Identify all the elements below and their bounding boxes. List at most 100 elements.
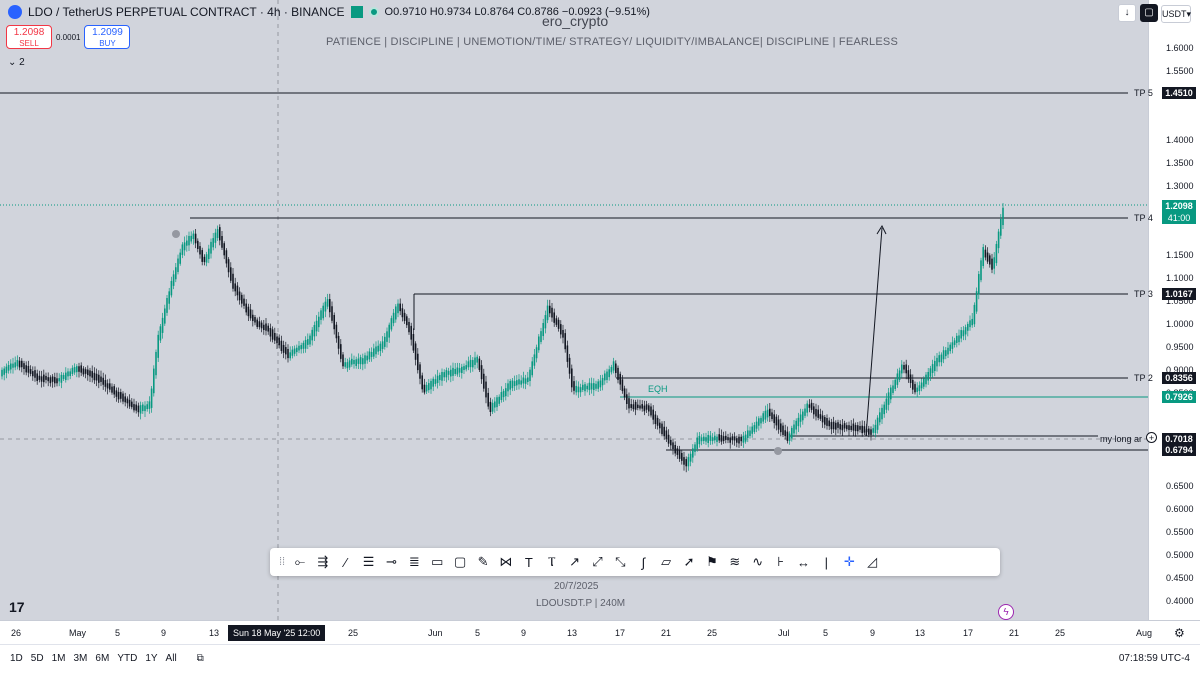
range-button-1d[interactable]: 1D (10, 653, 23, 664)
rectangle-icon[interactable]: ▢ (453, 554, 467, 569)
symbol-header[interactable]: LDO / TetherUS PERPETUAL CONTRACT · 4h ·… (8, 5, 650, 19)
pattern-icon[interactable]: ⋈ (499, 554, 513, 569)
price-axis[interactable] (1148, 0, 1200, 620)
candle-body (885, 398, 888, 410)
candle-body (672, 442, 674, 450)
sell-button[interactable]: 1.2098 SELL (6, 25, 52, 49)
range-button-all[interactable]: All (165, 653, 177, 664)
vertical-line-icon[interactable]: | (824, 554, 829, 570)
ruler-icon[interactable]: ◿ (867, 554, 878, 569)
elliott-wave-icon[interactable]: ∿ (752, 554, 764, 569)
indicators-toggle[interactable]: ⌄ 2 (8, 57, 25, 68)
settings-gear-icon[interactable]: ⚙ (1174, 626, 1185, 640)
price-tick: 0.5000 (1166, 549, 1194, 560)
candle-body (775, 416, 778, 426)
currency-select[interactable]: USDT▾ (1161, 5, 1191, 23)
range-button-ytd[interactable]: YTD (117, 653, 138, 664)
candle-body (390, 318, 393, 330)
candle-body (223, 243, 225, 256)
text-icon[interactable]: T (524, 554, 533, 570)
regression-icon[interactable]: ≋ (729, 554, 741, 569)
candle-body (817, 409, 819, 418)
candle-body (32, 371, 34, 377)
candle-body (927, 372, 929, 381)
market-flag-icon (350, 6, 363, 18)
horizontal-lines-icon[interactable]: ☰ (362, 554, 375, 569)
level-price-tag: 0.7018 (1162, 433, 1196, 445)
trend-line-icon[interactable]: ⁄ (344, 554, 347, 570)
candle-body (76, 366, 78, 373)
candle-body (810, 402, 813, 410)
candle-body (23, 363, 25, 370)
rectangle-note-icon[interactable]: ▭ (431, 554, 444, 569)
info-line-icon[interactable]: ⤢ (592, 554, 603, 569)
text-anchor-icon[interactable]: Ⲧ (547, 554, 556, 569)
candle-body (929, 368, 932, 377)
price-plot[interactable] (0, 0, 1148, 620)
symbol-title[interactable]: LDO / TetherUS PERPETUAL CONTRACT · 4h ·… (28, 5, 345, 19)
range-button-6m[interactable]: 6M (95, 653, 110, 664)
candle-body (740, 436, 742, 442)
crosshair-icon[interactable]: ✛ (843, 554, 855, 569)
brush-icon[interactable]: ✎ (477, 554, 489, 569)
add-alert-icon[interactable]: + (1146, 432, 1157, 443)
bar-countdown: 41:00 (1167, 213, 1191, 223)
candle-body (527, 377, 529, 383)
parallel-channel-icon[interactable]: ⇶ (317, 554, 329, 569)
candle-body (401, 308, 404, 318)
candle-body (439, 374, 441, 381)
candle-body (586, 385, 588, 390)
candle-body (984, 249, 987, 258)
arrow-icon[interactable]: ➚ (683, 554, 695, 569)
tradingview-logo-icon[interactable]: 17 (9, 599, 25, 615)
fullscreen-icon[interactable]: ▢ (1140, 4, 1158, 22)
candle-body (777, 419, 780, 430)
candle-body (643, 405, 646, 412)
chart-area[interactable] (0, 0, 1148, 620)
candle-body (749, 430, 751, 437)
candle-body (912, 379, 914, 390)
range-button-5d[interactable]: 5D (30, 653, 44, 664)
long-position-icon[interactable]: ⊦ (777, 554, 784, 569)
date-range-icon[interactable]: ↔ (796, 554, 810, 570)
candle-body (795, 420, 797, 430)
range-button-3m[interactable]: 3M (73, 653, 88, 664)
fib-retracement-icon[interactable]: ≣ (408, 554, 420, 569)
extended-line-icon[interactable]: ⤡ (615, 554, 626, 569)
candle-body (597, 381, 599, 389)
ray-icon[interactable]: ↗ (569, 554, 581, 569)
curve-icon[interactable]: ∫ (641, 554, 646, 570)
candle-body (293, 348, 296, 354)
callout-icon[interactable]: ▱ (661, 554, 672, 569)
candle-body (1000, 218, 1002, 236)
candle-body (454, 368, 456, 374)
candle-body (205, 254, 208, 263)
candle-body (863, 426, 866, 433)
clock[interactable]: 07:18:59 UTC-4 (1118, 653, 1190, 664)
horizontal-ray-icon[interactable]: ⟜ (294, 554, 306, 569)
candle-body (324, 301, 327, 312)
drag-handle-icon[interactable]: ⁞⁞ (278, 556, 286, 568)
candle-body (12, 363, 14, 368)
candle-body (654, 414, 657, 425)
range-button-1m[interactable]: 1M (51, 653, 66, 664)
horizontal-line-icon[interactable]: ⊸ (386, 554, 397, 569)
time-axis[interactable]: 26 May 5 9 13 25 Jun 5 9 13 17 21 25 Jul 5 9 13 17 21 25 Aug… (0, 620, 1200, 645)
candle-body (700, 437, 703, 442)
time-tick: 13 (567, 628, 578, 638)
marker-circle-low (774, 447, 782, 455)
download-icon[interactable]: ↓ (1118, 4, 1136, 22)
candle-body (302, 342, 305, 349)
candle-body (208, 248, 210, 260)
flag-icon[interactable]: ⚑ (706, 554, 718, 569)
flash-icon[interactable]: ϟ (998, 604, 1014, 620)
candle-body (212, 238, 214, 248)
candle-body (892, 385, 894, 393)
candle-body (465, 365, 467, 370)
calendar-icon[interactable]: ⧉ (196, 653, 204, 664)
candle-body (344, 362, 346, 367)
candle-body (973, 304, 976, 325)
buy-button[interactable]: 1.2099 BUY (84, 25, 131, 49)
range-button-1y[interactable]: 1Y (145, 653, 158, 664)
currency-label: USDT (1162, 9, 1187, 19)
